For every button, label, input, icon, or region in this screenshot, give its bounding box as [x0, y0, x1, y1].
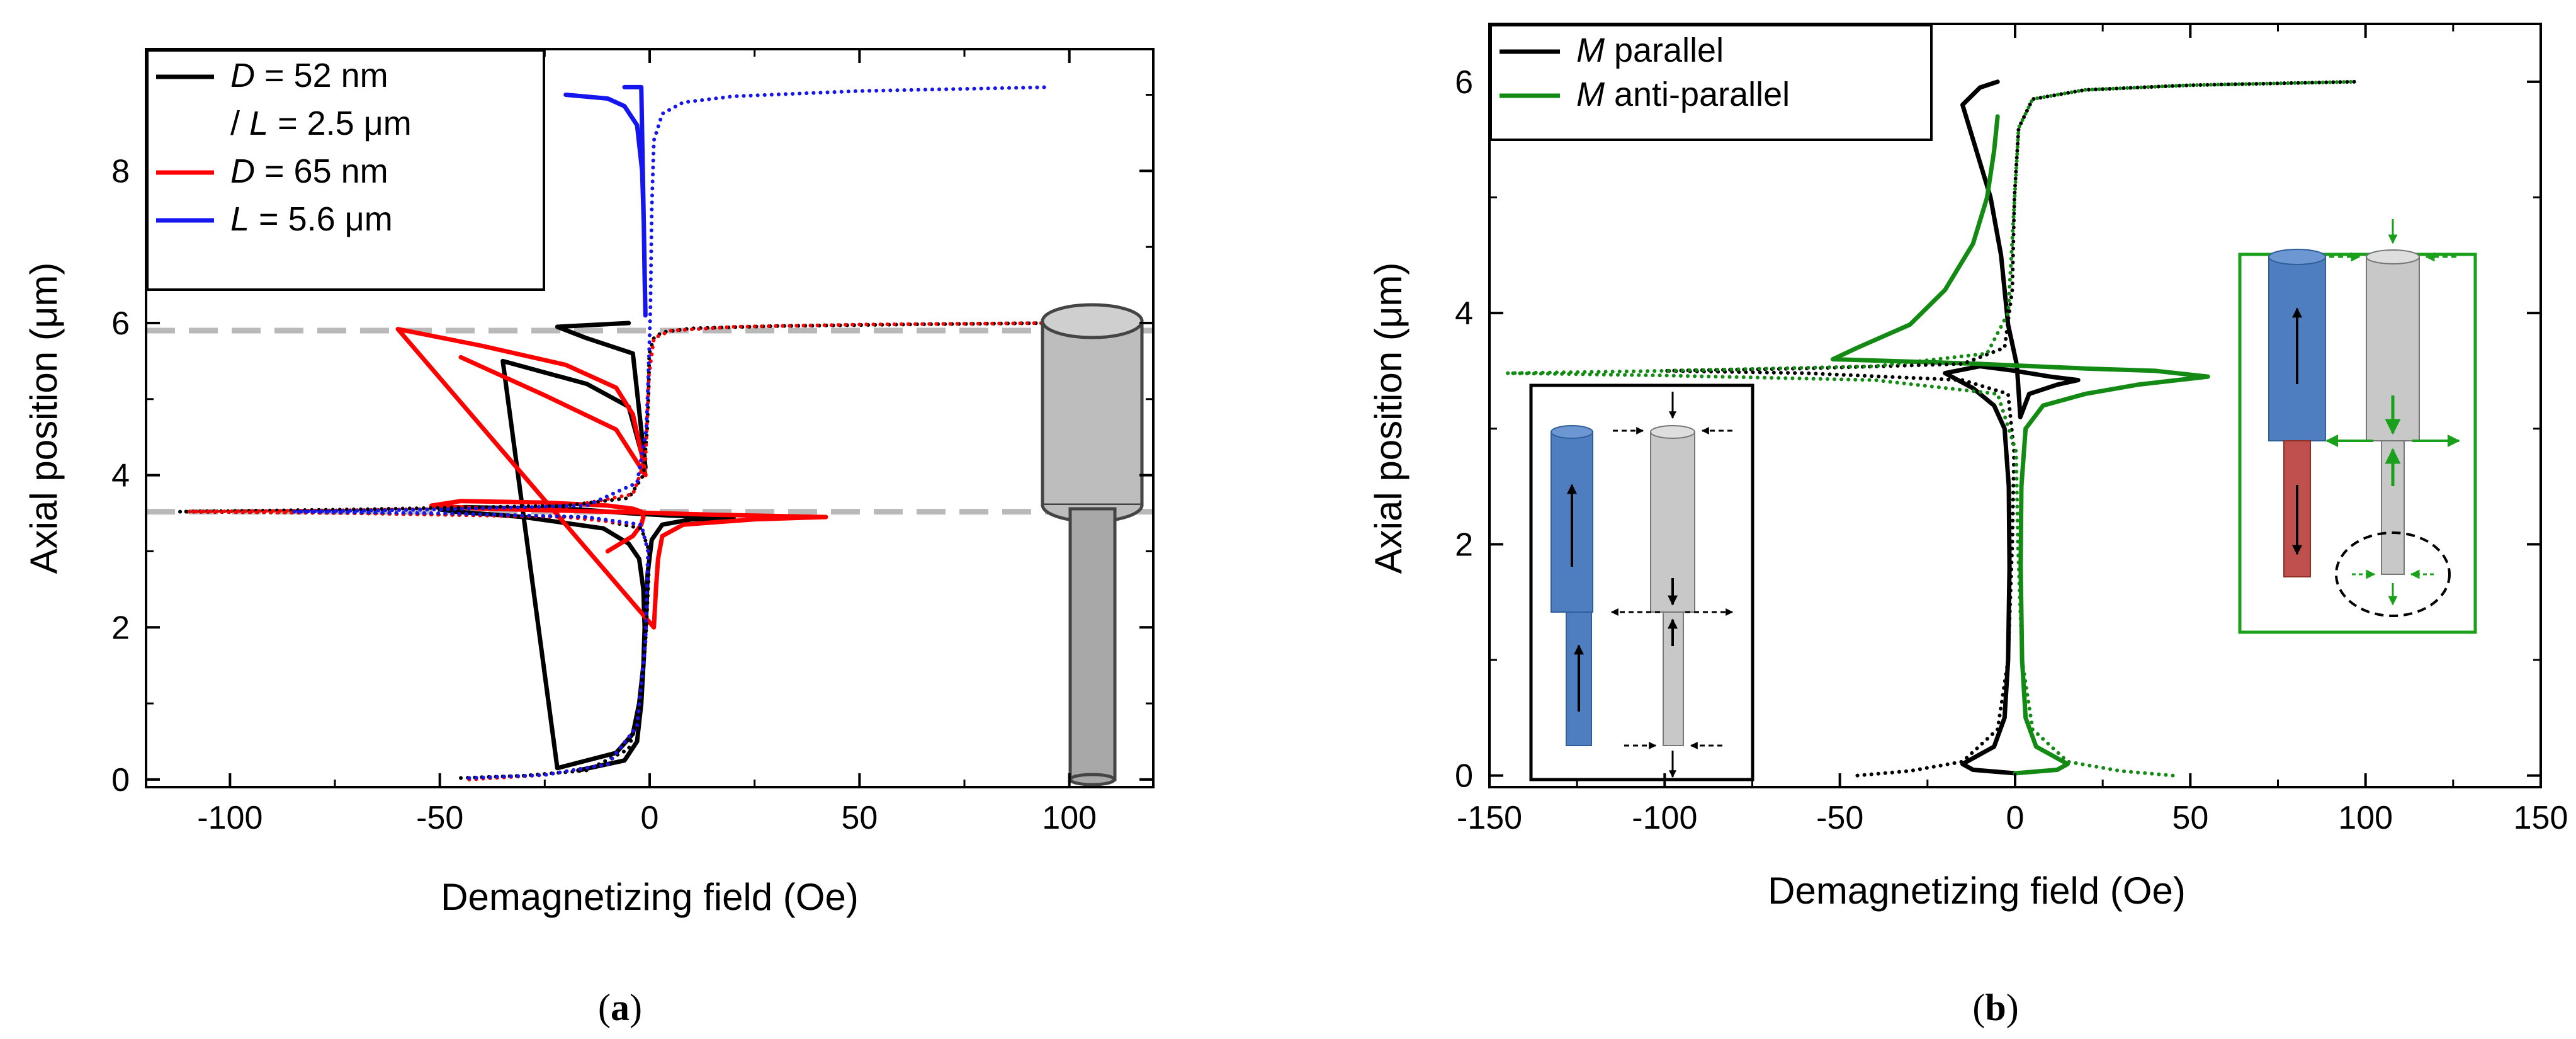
- legend-label-part: L: [249, 105, 268, 142]
- x-tick-label: -100: [197, 800, 263, 836]
- x-tick-label: -50: [1816, 800, 1863, 836]
- x-tick-label: 0: [641, 800, 659, 836]
- legend-label-part: parallel: [1605, 31, 1724, 69]
- series-line: [1505, 79, 2357, 778]
- legend-label: L = 5.6 μm: [230, 200, 393, 238]
- panel-b-y-axis-title: Axial position (μm): [1367, 263, 1409, 574]
- x-tick-label: 50: [841, 800, 878, 836]
- y-tick-label: 4: [111, 458, 130, 494]
- panel-a-axes: -100 -50 0 50 100 0 2 4 6 8: [111, 49, 1153, 836]
- panel-a-x-axis-title: Demagnetizing field (Oe): [441, 876, 859, 918]
- panel-b-x-axis-title: Demagnetizing field (Oe): [1768, 870, 2186, 912]
- legend-label-part: = 5.6 μm: [249, 200, 393, 238]
- series-line: [563, 84, 648, 318]
- panel-a-chart: -100 -50 0 50 100 0 2 4 6 8 Demagnetizing field (…: [23, 48, 1155, 1028]
- panel-b-inset-anti-parallel: [2238, 219, 2477, 634]
- y-tick-label: 4: [1455, 295, 1473, 332]
- legend-label-part: = 52 nm: [255, 57, 388, 94]
- legend-label: D = 52 nm: [230, 57, 388, 94]
- x-tick-label: 0: [2006, 800, 2025, 836]
- legend-label: D = 65 nm: [230, 152, 388, 190]
- x-tick-label: -150: [1457, 800, 1522, 836]
- panel-b-caption: (b): [1972, 987, 2018, 1028]
- y-tick-label: 8: [111, 153, 130, 190]
- series-line: [395, 327, 828, 630]
- panel-a-y-axis-title: Axial position (μm): [23, 263, 65, 574]
- x-tick-label: 100: [1042, 800, 1097, 836]
- legend-label-part: = 2.5 μm: [268, 105, 412, 142]
- panel-b-series: [1505, 79, 2357, 778]
- panel-a-legend: D = 52 nm/ L = 2.5 μmD = 65 nmL = 5.6 μm: [146, 49, 545, 291]
- x-tick-label: -50: [416, 800, 463, 836]
- legend-label-part: D: [230, 152, 255, 190]
- panel-b-inset-parallel: [1529, 383, 1754, 781]
- x-tick-label: 150: [2514, 800, 2568, 836]
- legend-box: [1489, 24, 1933, 141]
- series-line: [291, 85, 1051, 780]
- legend-label: / L = 2.5 μm: [230, 105, 412, 142]
- panel-a-reference-lines: [146, 327, 1153, 515]
- y-tick-label: 0: [111, 762, 130, 798]
- y-tick-label: 2: [111, 610, 130, 646]
- legend-label: M anti-parallel: [1576, 76, 1790, 113]
- legend-box: [146, 49, 545, 291]
- legend-label-part: = 65 nm: [255, 152, 388, 190]
- y-tick-label: 0: [1455, 758, 1473, 795]
- legend-label: M parallel: [1576, 31, 1724, 69]
- legend-label-part: anti-parallel: [1605, 76, 1790, 113]
- series-line: [1831, 114, 2210, 776]
- x-tick-label: 100: [2338, 800, 2393, 836]
- legend-label-part: M: [1576, 31, 1605, 69]
- legend-label-part: D: [230, 57, 255, 94]
- panel-b-chart: -150 -100 -50 0 50 100 150 0 2 4 6 Demagnetizing f…: [1367, 23, 2568, 1028]
- series-line: [178, 321, 1051, 780]
- series-line: [1943, 79, 2081, 776]
- x-tick-label: 50: [2172, 800, 2208, 836]
- y-tick-label: 6: [1455, 64, 1473, 101]
- panel-a-nanowire-illustration: [1041, 303, 1144, 786]
- x-tick-label: -100: [1632, 800, 1697, 836]
- legend-label-part: M: [1576, 76, 1605, 113]
- y-tick-label: 6: [111, 305, 130, 342]
- panel-a-caption: (a): [598, 987, 642, 1028]
- legend-label-part: L: [230, 200, 249, 238]
- legend-label-part: /: [230, 105, 249, 142]
- y-tick-label: 2: [1455, 526, 1473, 563]
- panel-a-series: [178, 84, 1051, 781]
